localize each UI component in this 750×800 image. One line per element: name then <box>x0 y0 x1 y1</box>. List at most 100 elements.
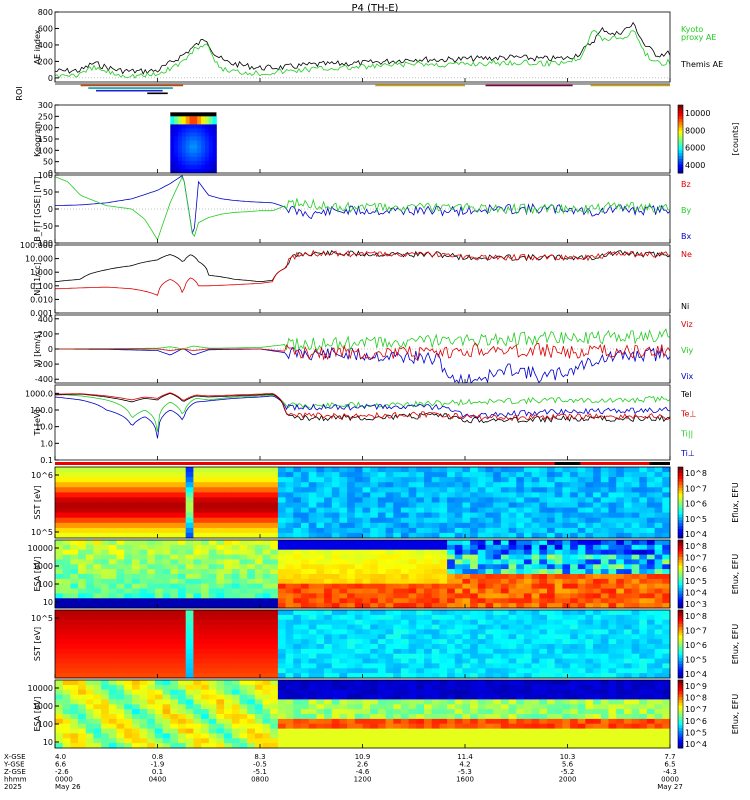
sst-ion-cell <box>108 482 117 488</box>
esa-ion-cell <box>639 540 648 546</box>
sst-ion-cell <box>108 467 117 473</box>
esa-ion-cell <box>55 583 64 589</box>
keogram-cell <box>201 164 206 170</box>
esa-ion-cell <box>408 593 417 599</box>
sst-elec-cell <box>462 619 471 625</box>
esa-elec-cell <box>354 684 363 691</box>
esa-ion-cell <box>293 564 302 570</box>
esa-ion-cell <box>462 578 471 585</box>
esa-elec-cell <box>623 738 632 744</box>
esa-elec-cell <box>293 714 302 720</box>
esa-elec-cell <box>339 704 348 710</box>
sst-ion-cell <box>447 517 456 524</box>
esa-elec-cell <box>516 709 525 715</box>
sst-ion-cell <box>631 532 640 539</box>
sst-elec-cell <box>124 668 133 674</box>
esa-elec-cell <box>362 689 371 695</box>
esa-ion-cell <box>85 598 94 604</box>
esa-elec-cell <box>454 684 463 691</box>
esa-ion-colorbar-swatch <box>678 551 683 555</box>
sst-elec-cell <box>139 639 148 645</box>
sst-elec-cell <box>293 624 302 630</box>
esa-elec-cell <box>55 738 64 744</box>
esa-ion-cell <box>162 578 171 585</box>
esa-ion-cell <box>600 578 609 585</box>
sst-elec-cell <box>101 624 110 630</box>
sst-elec-cell <box>377 624 386 630</box>
sst-ion-cell <box>585 522 594 529</box>
esa-elec-cell <box>462 704 471 710</box>
sst-elec-cell <box>477 648 486 655</box>
esa-ion-cell <box>101 603 110 609</box>
sst-elec-cell <box>570 658 579 664</box>
sst-elec-cell <box>646 629 655 635</box>
esa-ion-cell <box>424 598 433 604</box>
esa-elec-cell <box>570 728 579 734</box>
esa-elec-cell <box>477 723 486 729</box>
esa-ion-cell <box>55 554 64 560</box>
esa-elec-cell <box>562 743 571 749</box>
sst-elec-cell <box>331 668 340 674</box>
sst-ion-cell <box>470 487 479 493</box>
esa-ion-cell <box>170 588 179 594</box>
sst-ion-cell <box>216 497 225 503</box>
esa-elec-cell <box>201 699 210 705</box>
esa-ion-cell <box>277 574 286 580</box>
esa-ion-cell <box>431 578 440 585</box>
sst-ion-cell <box>262 477 271 483</box>
sst-ion-cell <box>308 482 317 488</box>
esa-elec-cell <box>154 694 163 700</box>
esa-ion-cell <box>416 588 425 594</box>
sst-elec-cell <box>131 634 140 640</box>
esa-ion-cell <box>147 588 156 594</box>
esa-ion-cell <box>208 583 217 589</box>
sst-ion-cell <box>646 507 655 514</box>
esa-ion-cell <box>562 540 571 546</box>
sst-ion-cell <box>216 522 225 529</box>
esa-elec-cell <box>185 709 194 715</box>
sst-ion-cell <box>531 472 540 478</box>
esa-elec-cell <box>185 733 194 739</box>
sst-ion-cell <box>185 492 194 498</box>
esa-elec-cell <box>170 709 179 715</box>
esa-elec-cell <box>639 743 648 749</box>
esa-ion-cell <box>370 549 379 555</box>
sst-ion-cell <box>78 532 87 539</box>
esa-ion-cell <box>178 554 187 560</box>
sst-ion-cell <box>293 472 302 478</box>
esa-elec-cell <box>562 709 571 715</box>
sst-ion-colorbar-tick: 10^7 <box>685 484 707 493</box>
esa-elec-cell <box>454 680 463 686</box>
sst-ion-cell <box>316 517 325 524</box>
esa-elec-cell <box>439 684 448 691</box>
esa-elec-cell <box>101 694 110 700</box>
sst-elec-cell <box>293 663 302 669</box>
sst-ion-cell <box>224 477 233 483</box>
sst-ion-cell <box>331 522 340 529</box>
esa-elec-cell <box>616 718 625 725</box>
sst-elec-cell <box>531 673 540 679</box>
esa-ion-cell <box>254 544 263 551</box>
sst-ion-cell <box>570 502 579 508</box>
esa-ion-cell <box>593 578 602 585</box>
esa-elec-cell <box>439 723 448 729</box>
sst-elec-cell <box>508 658 517 664</box>
sst-ion-cell <box>239 492 248 498</box>
velocity-ytick-label: 200 <box>38 330 53 339</box>
sst-ion-cell <box>216 512 225 519</box>
sst-elec-cell <box>500 668 509 674</box>
esa-ion-cell <box>393 588 402 594</box>
esa-elec-cell <box>347 743 356 749</box>
sst-ion-cell <box>285 477 294 483</box>
sst-ion-cell <box>408 467 417 473</box>
sst-elec-cell <box>347 610 356 616</box>
sst-ion-cell <box>362 507 371 514</box>
esa-elec-cell <box>416 743 425 749</box>
sst-ion-cell <box>231 492 240 498</box>
sst-ion-cell <box>62 512 71 519</box>
sst-elec-cell <box>101 644 110 650</box>
esa-ion-cell <box>539 598 548 604</box>
sst-ion-cell <box>178 507 187 514</box>
esa-ion-cell <box>55 569 64 575</box>
esa-ion-cell <box>470 603 479 609</box>
